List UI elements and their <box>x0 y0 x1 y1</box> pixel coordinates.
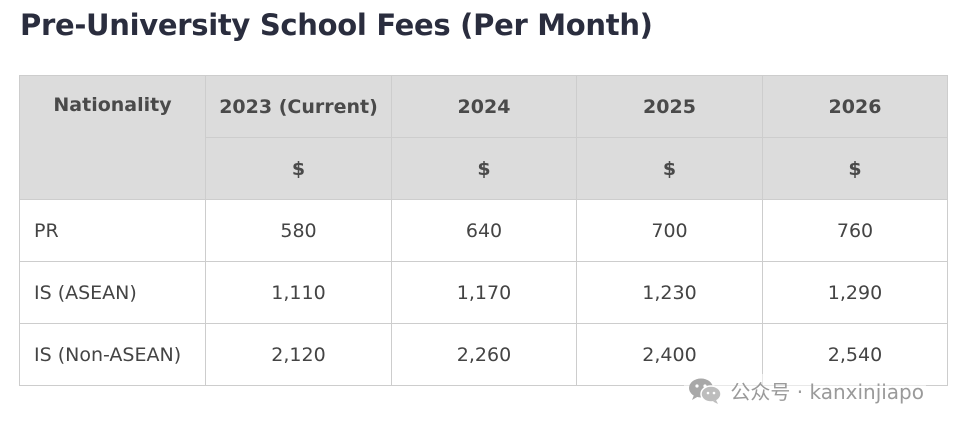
header-row: Nationality 2023 (Current) 2024 2025 202… <box>19 75 948 200</box>
fee-cell: 700 <box>576 199 763 262</box>
fee-cell: 2,120 <box>205 323 392 386</box>
header-year-2025: 2025 <box>576 75 763 138</box>
currency-cell: $ <box>576 137 763 200</box>
currency-cell: $ <box>391 137 577 200</box>
header-year-2026: 2026 <box>762 75 948 138</box>
fee-cell: 1,230 <box>576 261 763 324</box>
header-year-2024: 2024 <box>391 75 577 138</box>
row-label: IS (Non-ASEAN) <box>19 323 206 386</box>
table-row: IS (ASEAN) 1,110 1,170 1,230 1,290 <box>19 261 948 324</box>
fee-cell: 1,170 <box>391 261 577 324</box>
fee-cell: 2,260 <box>391 323 577 386</box>
currency-cell: $ <box>762 137 948 200</box>
watermark-text: 公众号 · kanxinjiapo <box>730 380 924 404</box>
fees-table: Nationality 2023 (Current) 2024 2025 202… <box>19 75 948 386</box>
wechat-icon <box>688 377 723 405</box>
currency-cell: $ <box>205 137 392 200</box>
fee-cell: 1,290 <box>762 261 948 324</box>
watermark: 公众号 · kanxinjiapo <box>684 374 926 407</box>
table-header: Nationality 2023 (Current) 2024 2025 202… <box>19 75 948 200</box>
header-year-2023: 2023 (Current) <box>205 75 392 138</box>
header-nationality: Nationality <box>19 75 206 200</box>
row-label: PR <box>19 199 206 262</box>
fee-cell: 580 <box>205 199 392 262</box>
table-row: PR 580 640 700 760 <box>19 199 948 262</box>
currency-row: $ $ $ $ <box>20 137 948 200</box>
fee-cell: 1,110 <box>205 261 392 324</box>
fee-cell: 640 <box>391 199 577 262</box>
fee-cell: 760 <box>762 199 948 262</box>
page-title: Pre-University School Fees (Per Month) <box>20 8 653 42</box>
table-body: PR 580 640 700 760 IS (ASEAN) 1,110 1,17… <box>19 199 948 386</box>
row-label: IS (ASEAN) <box>19 261 206 324</box>
